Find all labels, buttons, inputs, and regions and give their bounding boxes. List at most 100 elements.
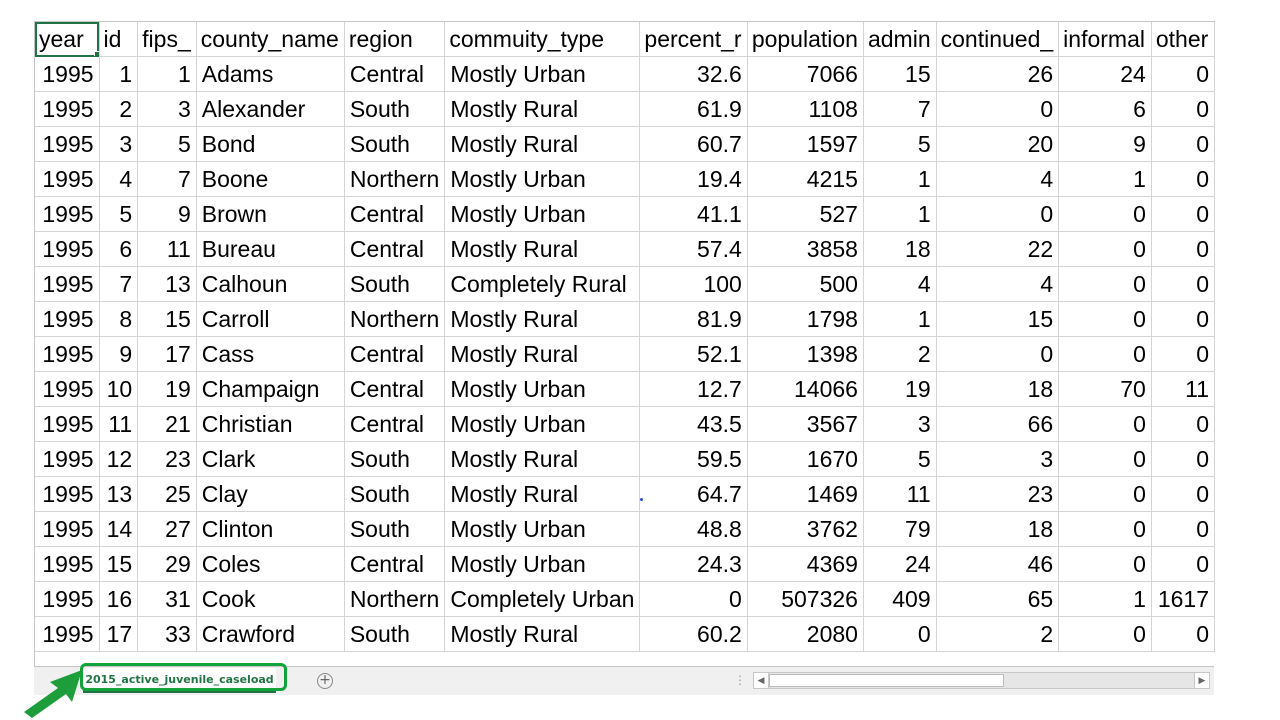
- cell-percent-rural[interactable]: 32.6: [639, 56, 748, 92]
- header-cell-informal[interactable]: informal: [1058, 22, 1152, 57]
- cell-percent-rural[interactable]: 64.7: [639, 476, 748, 512]
- cell-fips[interactable]: 5: [137, 126, 197, 162]
- cell-percent-rural[interactable]: 0: [639, 581, 748, 617]
- cell-population[interactable]: 1108: [747, 91, 864, 127]
- cell-year[interactable]: 1995: [35, 56, 100, 92]
- cell-county-name[interactable]: Boone: [196, 161, 345, 197]
- cell-continued[interactable]: 66: [936, 406, 1060, 442]
- cell-population[interactable]: 1798: [747, 301, 864, 337]
- cell-percent-rural[interactable]: 81.9: [639, 301, 748, 337]
- cell-admin[interactable]: 3: [863, 406, 937, 442]
- cell-region[interactable]: South: [344, 441, 446, 477]
- cell-percent-rural[interactable]: 12.7: [639, 371, 748, 407]
- cell-informal[interactable]: 1: [1058, 581, 1152, 617]
- cell-id[interactable]: 17: [99, 616, 139, 652]
- cell-region[interactable]: South: [344, 126, 446, 162]
- cell-informal[interactable]: 1: [1058, 161, 1152, 197]
- cell-region[interactable]: Central: [344, 196, 446, 232]
- cell-continued[interactable]: 23: [936, 476, 1060, 512]
- cell-id[interactable]: 11: [99, 406, 139, 442]
- cell-continued[interactable]: 0: [936, 91, 1060, 127]
- cell-fips[interactable]: 11: [137, 231, 197, 267]
- cell-id[interactable]: 9: [99, 336, 139, 372]
- cell-year[interactable]: 1995: [35, 511, 100, 547]
- cell-admin[interactable]: 18: [863, 231, 937, 267]
- scroll-right-icon[interactable]: ▶: [1194, 673, 1209, 688]
- cell-county-name[interactable]: Bureau: [196, 231, 345, 267]
- cell-population[interactable]: 3567: [747, 406, 864, 442]
- cell-other[interactable]: 1617: [1151, 581, 1215, 617]
- tab-split-handle-icon[interactable]: ⋮: [734, 673, 746, 687]
- cell-fips[interactable]: 13: [137, 266, 197, 302]
- cell-region[interactable]: Central: [344, 231, 446, 267]
- cell-other[interactable]: 0: [1151, 266, 1215, 302]
- cell-admin[interactable]: 0: [863, 616, 937, 652]
- cell-percent-rural[interactable]: 19.4: [639, 161, 748, 197]
- cell-continued[interactable]: 46: [936, 546, 1060, 582]
- cell-percent-rural[interactable]: 59.5: [639, 441, 748, 477]
- header-cell-region[interactable]: region: [344, 22, 446, 57]
- cell-county-name[interactable]: Clark: [196, 441, 345, 477]
- cell-year[interactable]: 1995: [35, 126, 100, 162]
- cell-population[interactable]: 507326: [747, 581, 864, 617]
- cell-year[interactable]: 1995: [35, 406, 100, 442]
- cell-other[interactable]: 0: [1151, 301, 1215, 337]
- cell-other[interactable]: 0: [1151, 231, 1215, 267]
- cell-county-name[interactable]: Christian: [196, 406, 345, 442]
- cell-id[interactable]: 12: [99, 441, 139, 477]
- cell-admin[interactable]: 1: [863, 301, 937, 337]
- cell-other[interactable]: 11: [1151, 371, 1215, 407]
- cell-community-type[interactable]: Mostly Urban: [444, 161, 641, 197]
- cell-id[interactable]: 7: [99, 266, 139, 302]
- cell-region[interactable]: South: [344, 511, 446, 547]
- cell-year[interactable]: 1995: [35, 546, 100, 582]
- header-cell-population[interactable]: population: [747, 22, 864, 57]
- cell-other[interactable]: 0: [1151, 336, 1215, 372]
- cell-county-name[interactable]: Carroll: [196, 301, 345, 337]
- cell-year[interactable]: 1995: [35, 371, 100, 407]
- cell-continued[interactable]: 20: [936, 126, 1060, 162]
- cell-percent-rural[interactable]: 24.3: [639, 546, 748, 582]
- cell-fips[interactable]: 9: [137, 196, 197, 232]
- cell-admin[interactable]: 24: [863, 546, 937, 582]
- cell-region[interactable]: South: [344, 91, 446, 127]
- cell-continued[interactable]: 22: [936, 231, 1060, 267]
- cell-informal[interactable]: 0: [1058, 406, 1152, 442]
- cell-id[interactable]: 16: [99, 581, 139, 617]
- cell-continued[interactable]: 18: [936, 371, 1060, 407]
- cell-admin[interactable]: 79: [863, 511, 937, 547]
- cell-community-type[interactable]: Mostly Urban: [444, 56, 641, 92]
- cell-population[interactable]: 527: [747, 196, 864, 232]
- cell-population[interactable]: 7066: [747, 56, 864, 92]
- cell-percent-rural[interactable]: 52.1: [639, 336, 748, 372]
- cell-other[interactable]: 0: [1151, 476, 1215, 512]
- cell-continued[interactable]: 15: [936, 301, 1060, 337]
- cell-region[interactable]: Central: [344, 336, 446, 372]
- cell-informal[interactable]: 0: [1058, 196, 1152, 232]
- cell-population[interactable]: 1670: [747, 441, 864, 477]
- cell-id[interactable]: 14: [99, 511, 139, 547]
- cell-community-type[interactable]: Mostly Urban: [444, 196, 641, 232]
- cell-admin[interactable]: 409: [863, 581, 937, 617]
- cell-fips[interactable]: 33: [137, 616, 197, 652]
- cell-county-name[interactable]: Coles: [196, 546, 345, 582]
- cell-informal[interactable]: 0: [1058, 301, 1152, 337]
- cell-id[interactable]: 8: [99, 301, 139, 337]
- cell-county-name[interactable]: Clinton: [196, 511, 345, 547]
- cell-population[interactable]: 2080: [747, 616, 864, 652]
- cell-region[interactable]: Northern: [344, 301, 446, 337]
- cell-percent-rural[interactable]: 57.4: [639, 231, 748, 267]
- cell-region[interactable]: Northern: [344, 161, 446, 197]
- cell-id[interactable]: 4: [99, 161, 139, 197]
- cell-informal[interactable]: 0: [1058, 476, 1152, 512]
- cell-year[interactable]: 1995: [35, 231, 100, 267]
- cell-region[interactable]: Central: [344, 371, 446, 407]
- header-cell-id[interactable]: id: [99, 22, 139, 57]
- cell-year[interactable]: 1995: [35, 336, 100, 372]
- cell-community-type[interactable]: Mostly Urban: [444, 406, 641, 442]
- header-cell-year[interactable]: year: [35, 22, 100, 57]
- cell-year[interactable]: 1995: [35, 91, 100, 127]
- header-cell-percent-rural[interactable]: percent_r: [639, 22, 748, 57]
- cell-admin[interactable]: 1: [863, 161, 937, 197]
- cell-fips[interactable]: 1: [137, 56, 197, 92]
